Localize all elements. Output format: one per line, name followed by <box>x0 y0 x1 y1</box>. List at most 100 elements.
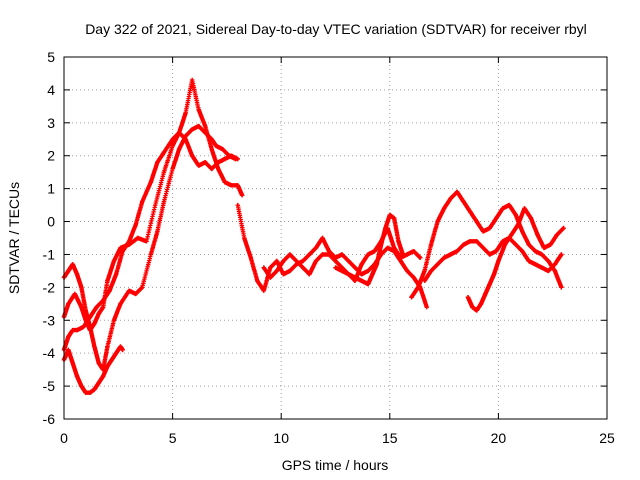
data-point <box>541 245 547 251</box>
data-point <box>161 150 167 155</box>
data-point <box>161 199 167 204</box>
data-point <box>404 252 410 257</box>
data-point <box>92 321 97 326</box>
data-point <box>216 160 221 165</box>
data-point <box>287 268 293 274</box>
data-point <box>513 242 518 247</box>
series-arc-2 <box>61 123 238 372</box>
data-point <box>359 278 364 283</box>
data-point <box>428 268 434 274</box>
series-arc-3 <box>61 77 245 333</box>
data-point <box>552 262 558 267</box>
data-point <box>92 387 97 392</box>
y-tick-label: 4 <box>47 82 55 98</box>
data-point <box>509 232 514 237</box>
data-point <box>139 285 145 290</box>
data-point <box>300 265 306 270</box>
data-point <box>118 245 123 251</box>
data-point <box>435 262 440 267</box>
data-point <box>461 242 466 247</box>
series-arc-6 <box>261 225 423 283</box>
data-point <box>441 206 447 211</box>
data-point <box>222 179 227 185</box>
data-point <box>365 268 371 274</box>
data-point <box>79 304 84 310</box>
data-point <box>100 298 106 303</box>
data-point <box>365 281 371 287</box>
data-point <box>359 262 364 267</box>
data-point <box>480 245 486 251</box>
data-point <box>74 374 80 379</box>
data-point <box>66 334 71 339</box>
data-point <box>467 209 473 214</box>
data-point <box>515 222 521 228</box>
data-point <box>483 291 488 297</box>
data-point <box>333 258 338 264</box>
data-point <box>533 262 538 267</box>
y-tick-label: -4 <box>43 345 56 361</box>
data-point <box>465 295 471 300</box>
data-point <box>474 219 479 224</box>
y-axis-label: SDTVAR / TECUs <box>6 182 22 294</box>
data-point <box>183 137 188 142</box>
data-point <box>111 318 117 323</box>
data-points <box>61 77 566 395</box>
y-tick-label: 0 <box>47 214 55 230</box>
data-point <box>96 380 101 385</box>
data-point <box>307 252 312 257</box>
data-point <box>113 350 119 356</box>
data-point <box>92 344 97 349</box>
data-point <box>74 272 80 277</box>
data-point <box>435 219 440 224</box>
data-point <box>105 278 110 283</box>
data-point <box>320 235 325 241</box>
data-point <box>346 258 351 264</box>
data-point <box>274 268 280 274</box>
data-point <box>96 311 101 316</box>
data-point <box>100 367 106 372</box>
data-point <box>118 344 123 349</box>
data-point <box>480 229 486 234</box>
data-point <box>513 212 518 218</box>
data-point <box>153 202 158 208</box>
data-point <box>546 258 551 264</box>
data-point <box>209 166 214 172</box>
data-point <box>70 262 75 267</box>
data-point <box>109 357 114 362</box>
data-point <box>255 278 260 283</box>
data-point <box>235 156 240 162</box>
data-point <box>72 291 78 297</box>
data-point <box>448 196 453 201</box>
data-point <box>196 163 201 168</box>
data-point <box>222 156 227 162</box>
data-point <box>548 242 553 247</box>
data-point <box>202 123 208 129</box>
data-point <box>424 304 429 310</box>
data-point <box>70 360 75 366</box>
y-tick-label: -3 <box>43 312 56 328</box>
data-point <box>213 143 219 149</box>
data-point <box>539 252 545 257</box>
data-point <box>496 258 501 264</box>
data-point <box>120 248 125 254</box>
data-point <box>155 229 160 234</box>
data-point <box>268 265 273 270</box>
data-point <box>539 265 545 270</box>
series-arc-4 <box>61 130 240 353</box>
data-point <box>326 252 332 257</box>
data-point <box>170 166 175 172</box>
data-point <box>87 327 93 333</box>
data-point <box>281 258 286 264</box>
data-point <box>242 235 247 241</box>
data-point <box>133 222 138 228</box>
data-point <box>176 146 182 152</box>
data-point <box>333 265 338 270</box>
data-point <box>491 272 497 277</box>
data-point <box>170 137 175 142</box>
data-point <box>441 255 447 260</box>
data-point <box>196 123 201 129</box>
y-tick-label: 2 <box>47 148 55 164</box>
data-point <box>94 304 99 310</box>
data-point <box>478 301 484 307</box>
